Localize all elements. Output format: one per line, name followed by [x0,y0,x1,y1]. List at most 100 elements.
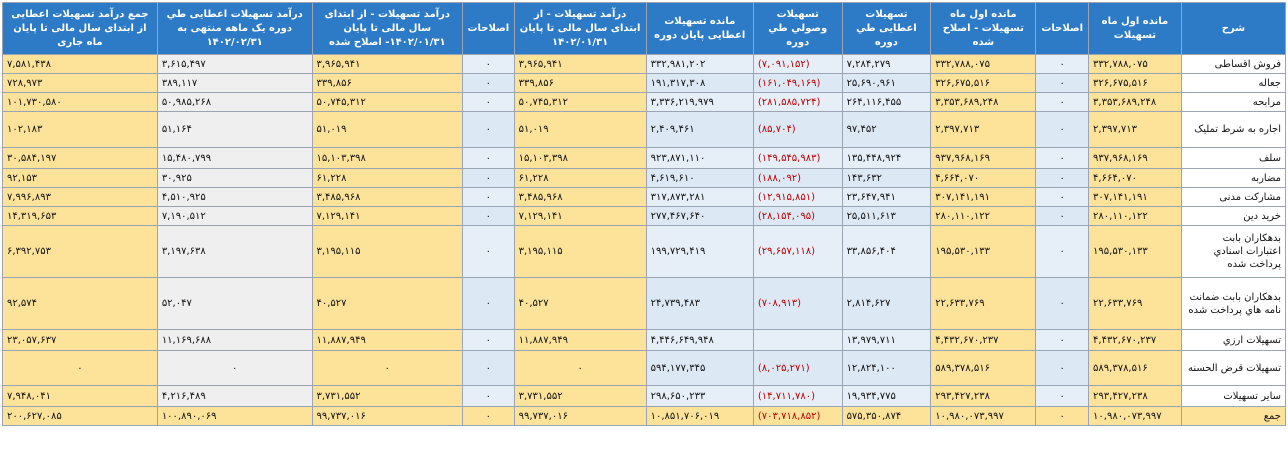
table-cell: ۳۳۲,۹۸۱,۲۰۲ [645,54,754,74]
table-cell: ۰ [1035,92,1090,112]
table-cell: ۹۷,۴۵۲ [841,111,932,148]
table-cell: ۴,۴۴۶,۶۴۹,۹۴۸ [645,329,754,351]
table-cell: ۷,۵۸۱,۴۳۸ [2,54,158,74]
table-row: جعاله ۳۲۶,۶۷۵,۵۱۶ ۰ ۳۲۶,۶۷۵,۵۱۶ ۲۵,۶۹۰,۹۶۱ (۱… [2,73,1287,93]
table-cell: ۲۹۳,۴۲۷,۲۳۸ [930,385,1037,407]
table-cell: ۲۷۷,۴۶۷,۶۴۰ [645,206,754,226]
table-cell: ۰ [462,187,515,207]
row-description: بدهکاران بابت اعتبارات اسنادي پرداخت شده [1180,225,1287,278]
table-cell: ۴,۴۳۲,۶۷۰,۲۳۷ [1088,329,1182,351]
table-cell: ۱۹۵,۵۳۰,۱۳۳ [930,225,1037,278]
row-description: بدهکاران بابت ضمانت نامه هاي پرداخت شده [1180,277,1287,330]
table-cell: ۰ [1035,187,1090,207]
table-cell: ۰ [156,350,313,386]
row-description: مشارکت مدنی [1180,187,1287,207]
column-header: شرح [1180,2,1287,55]
table-cell: ۳۳,۸۵۶,۴۰۴ [841,225,932,278]
table-cell: ۵۸۹,۳۷۸,۵۱۶ [930,350,1037,386]
table-cell: ۹۹,۷۳۷,۰۱۶ [311,406,464,426]
table-cell: ۹۳۷,۹۶۸,۱۶۹ [1088,147,1182,169]
table-cell: ۵۰,۹۸۵,۲۶۸ [156,92,313,112]
table-cell: ۹۳۷,۹۶۸,۱۶۹ [930,147,1037,169]
row-description: مضاربه [1180,168,1287,188]
table-cell: ۴,۶۶۴,۰۷۰ [1088,168,1182,188]
table-cell: ۴۰,۵۲۷ [311,277,464,330]
table-cell: ۳۰,۹۲۵ [156,168,313,188]
table-cell: ۳۳۲,۷۸۸,۰۷۵ [930,54,1037,74]
table-cell: ۲۳,۰۵۷,۶۳۷ [2,329,158,351]
table-row: خرید دین ۲۸۰,۱۱۰,۱۲۲ ۰ ۲۸۰,۱۱۰,۱۲۲ ۲۵,۵۱۱,۶۱… [2,206,1287,226]
table-cell: ۷,۱۹۰,۵۱۲ [156,206,313,226]
table-row: مرابحه ۳,۳۵۳,۶۸۹,۲۴۸ ۰ ۳,۳۵۳,۶۸۹,۲۴۸ ۲۶۴,۱۱۶… [2,92,1287,112]
table-cell: ۰ [1035,329,1090,351]
table-cell: ۳,۷۳۱,۵۵۲ [311,385,464,407]
table-cell: ۰ [1035,168,1090,188]
table-cell: ۱۹۱,۳۱۷,۳۰۸ [645,73,754,93]
table-cell: ۳,۶۱۵,۴۹۷ [156,54,313,74]
table-cell: (۱۶۱,۰۴۹,۱۶۹) [752,73,843,93]
table-cell: ۱۹۵,۵۳۰,۱۳۳ [1088,225,1182,278]
table-cell: ۲۸۰,۱۱۰,۱۲۲ [1088,206,1182,226]
table-row: سایر تسهیلات ۲۹۳,۴۲۷,۲۳۸ ۰ ۲۹۳,۴۲۷,۲۳۸ ۱۹,۹۳… [2,385,1287,407]
table-cell: ۵۲,۰۴۷ [156,277,313,330]
table-cell [752,329,843,351]
table-cell: ۰ [462,329,515,351]
column-header: مانده تسهیلات اعطایی پایان دوره [645,2,754,55]
table-cell: ۲۳,۶۴۷,۹۴۱ [841,187,932,207]
table-cell: ۷,۹۹۶,۸۹۳ [2,187,158,207]
table-cell: ۰ [1035,277,1090,330]
table-cell: ۲۹۳,۴۲۷,۲۳۸ [1088,385,1182,407]
table-cell: ۵۹۴,۱۷۷,۳۴۵ [645,350,754,386]
table-cell: ۰ [1035,406,1090,426]
table-cell: ۲۹۸,۶۵۰,۲۳۳ [645,385,754,407]
table-cell: ۶۱,۲۲۸ [513,168,647,188]
table-cell: ۳۰۷,۱۴۱,۱۹۱ [1088,187,1182,207]
column-header: درآمد تسهیلات - از ابتدای سال مالی تا پا… [311,2,464,55]
table-cell: (۸,۰۲۵,۲۷۱) [752,350,843,386]
table-cell: ۱۳۵,۴۴۸,۹۲۴ [841,147,932,169]
table-cell: ۰ [1035,73,1090,93]
table-row: اجاره به شرط تملیک ۲,۳۹۷,۷۱۳ ۰ ۲,۳۹۷,۷۱۳ ۹۷,… [2,111,1287,148]
table-row: مشارکت مدنی ۳۰۷,۱۴۱,۱۹۱ ۰ ۳۰۷,۱۴۱,۱۹۱ ۲۳,۶۴۷… [2,187,1287,207]
column-header: درآمد تسهیلات - از ابتدای سال مالی تا پا… [513,2,647,55]
row-description: فروش اقساطی [1180,54,1287,74]
table-cell: ۰ [2,350,158,386]
table-cell: ۷,۹۴۸,۰۴۱ [2,385,158,407]
table-cell: ۹۲,۵۷۴ [2,277,158,330]
table-cell: ۱۱,۸۸۷,۹۴۹ [513,329,647,351]
table-cell: ۰ [462,111,515,148]
table-cell: ۰ [1035,147,1090,169]
table-cell: (۱۲,۹۱۵,۸۵۱) [752,187,843,207]
table-cell: ۲۰۰,۶۲۷,۰۸۵ [2,406,158,426]
table-cell: ۳۳۹,۸۵۶ [513,73,647,93]
row-description: سایر تسهیلات [1180,385,1287,407]
table-cell: ۳,۳۵۳,۶۸۹,۲۴۸ [1088,92,1182,112]
table-cell: (۱۴۹,۵۴۵,۹۸۳) [752,147,843,169]
table-cell: ۵۱,۱۶۴ [156,111,313,148]
table-cell: ۱۰,۹۸۰,۰۷۳,۹۹۷ [1088,406,1182,426]
row-description: اجاره به شرط تملیک [1180,111,1287,148]
table-cell: ۲,۴۰۹,۴۶۱ [645,111,754,148]
table-cell: ۳,۱۹۵,۱۱۵ [513,225,647,278]
table-cell: ۳,۱۹۵,۱۱۵ [311,225,464,278]
table-row: سلف ۹۳۷,۹۶۸,۱۶۹ ۰ ۹۳۷,۹۶۸,۱۶۹ ۱۳۵,۴۴۸,۹۲۴ (۱۴… [2,147,1287,169]
table-cell: ۰ [1035,206,1090,226]
table-cell: ۵۱,۰۱۹ [513,111,647,148]
facilities-table: شرح مانده اول ماه تسهیلات اصلاحات مانده اول… [2,2,1287,426]
table-cell: ۳۰,۵۸۴,۱۹۷ [2,147,158,169]
table-cell: (۸۵,۷۰۴) [752,111,843,148]
table-cell: ۳۲۶,۶۷۵,۵۱۶ [1088,73,1182,93]
table-cell: ۴,۶۱۹,۶۱۰ [645,168,754,188]
table-cell: ۵۱,۰۱۹ [311,111,464,148]
table-cell: ۲,۳۹۷,۷۱۳ [930,111,1037,148]
table-cell: ۰ [513,350,647,386]
table-cell: ۳۰۷,۱۴۱,۱۹۱ [930,187,1037,207]
table-cell: ۳۲۶,۶۷۵,۵۱۶ [930,73,1037,93]
table-cell: (۲۹,۶۵۷,۱۱۸) [752,225,843,278]
table-cell: ۷۲۸,۹۷۳ [2,73,158,93]
header-row: شرح مانده اول ماه تسهیلات اصلاحات مانده اول… [2,2,1287,55]
table-cell: ۱۴۳,۶۳۲ [841,168,932,188]
table-cell: ۵۰,۷۴۵,۳۱۲ [513,92,647,112]
table-cell: ۲,۸۱۴,۶۲۷ [841,277,932,330]
